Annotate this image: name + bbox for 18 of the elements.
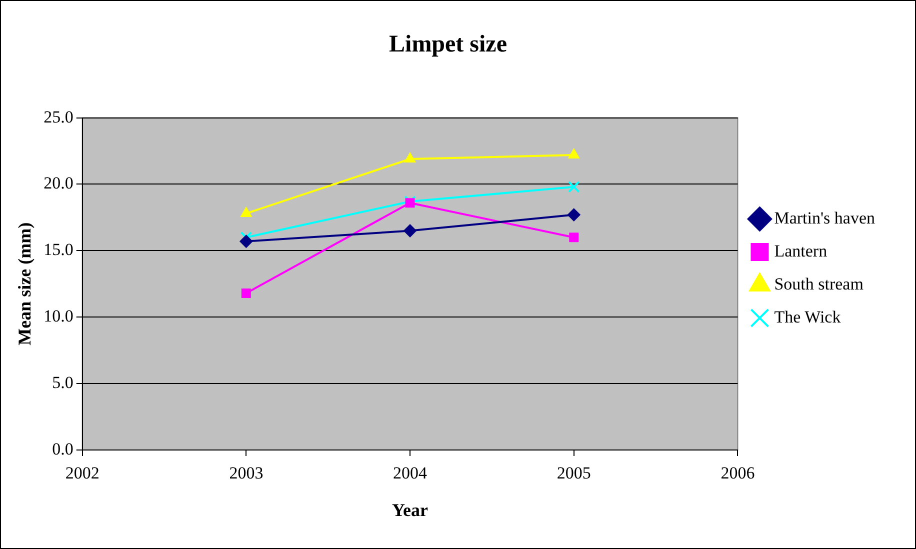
y-tick-label: 20.0 [44, 174, 74, 193]
chart-title: Limpet size [389, 32, 508, 58]
x-tick-label: 2006 [720, 464, 755, 483]
x-tick-label: 2003 [229, 464, 264, 483]
x-tick-label: 2004 [393, 464, 428, 483]
y-axis-title: Mean size (mm) [14, 222, 34, 346]
x-tick-label: 2002 [65, 464, 100, 483]
legend-label: South stream [774, 274, 864, 294]
x-tick-label: 2005 [556, 464, 591, 483]
y-tick-label: 5.0 [52, 373, 74, 392]
y-tick-label: 0.0 [52, 439, 74, 458]
y-tick-label: 15.0 [44, 240, 74, 260]
legend-label: Martin's haven [774, 208, 876, 228]
legend-label: The Wick [774, 307, 842, 326]
y-tick-label: 10.0 [44, 306, 74, 326]
y-tick-label: 25.0 [44, 107, 74, 126]
x-axis-title: Year [392, 500, 428, 520]
legend-label: Lantern [774, 241, 828, 260]
